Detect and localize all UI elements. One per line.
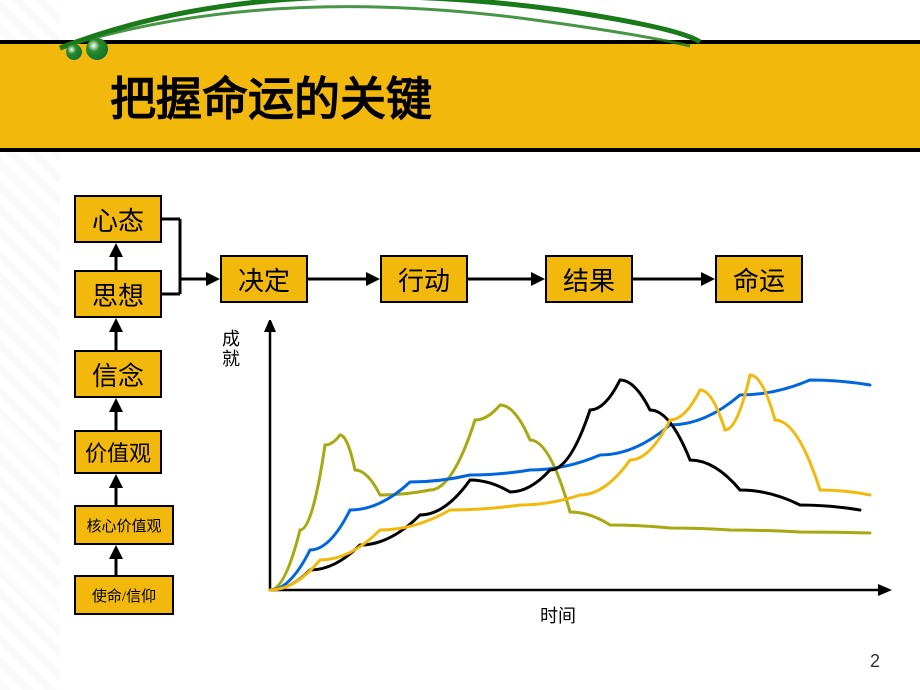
left-box-5: 使命/信仰 [74,575,174,615]
left-box-3: 价值观 [74,430,162,474]
y-axis-label: 成就 [222,330,242,370]
flow-box-2: 结果 [545,255,633,303]
flow-box-1: 行动 [380,255,468,303]
left-box-0: 心态 [74,195,162,243]
left-box-2: 信念 [74,350,162,398]
flow-box-0: 决定 [220,255,308,303]
left-box-1: 思想 [74,270,162,318]
x-axis-label: 时间 [540,602,576,628]
flow-box-3: 命运 [715,255,803,303]
left-box-4: 核心价值观 [74,505,174,545]
achievement-chart [220,320,900,630]
diagram-area: 成就 时间 心态思想信念价值观核心价值观使命/信仰 决定 行动 结果 命运 [0,170,920,690]
